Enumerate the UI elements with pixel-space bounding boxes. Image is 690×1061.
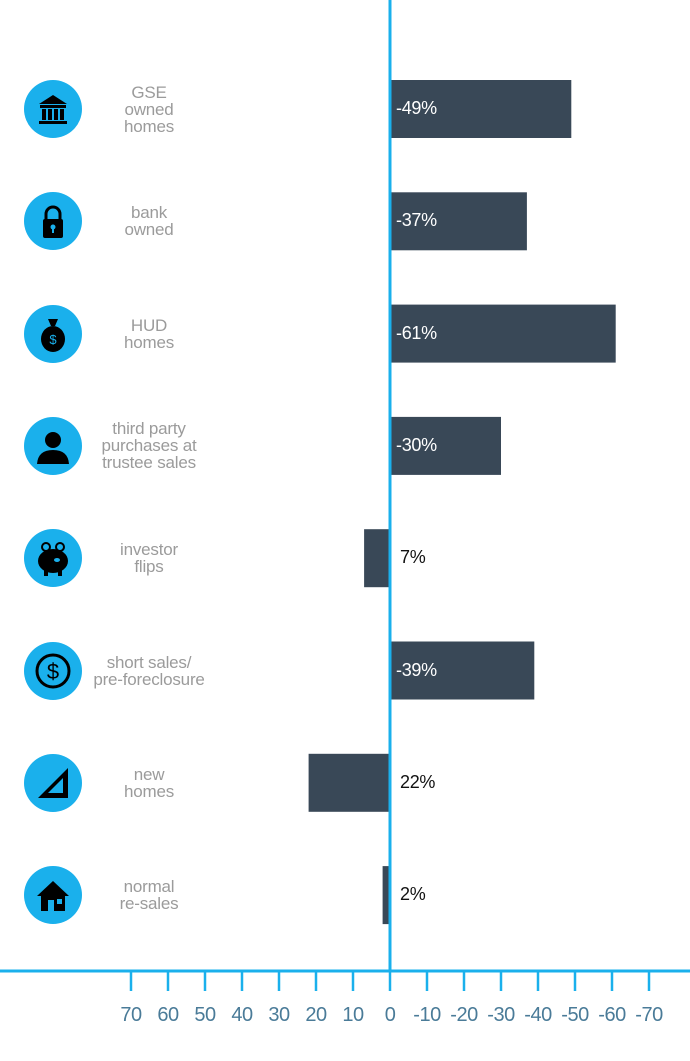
category-label-2: bank owned <box>124 203 174 240</box>
person-icon <box>24 416 82 475</box>
x-tick-label: 30 <box>268 1004 290 1026</box>
value-label-3: -61% <box>396 322 437 343</box>
money-bag-icon: $ <box>24 304 82 363</box>
x-tick-label: 20 <box>305 1004 327 1026</box>
svg-text:$: $ <box>49 332 57 347</box>
category-label-8: normal re-sales <box>119 877 179 914</box>
bar-6 <box>390 641 535 700</box>
x-tick-label: 40 <box>231 1004 253 1026</box>
x-tick-label: 60 <box>157 1004 179 1026</box>
value-label-8: 2% <box>400 884 426 905</box>
bar-7 <box>308 753 390 812</box>
x-tick-label: -30 <box>487 1004 515 1026</box>
x-tick-label: -60 <box>598 1004 626 1026</box>
category-label-7: new homes <box>123 764 175 801</box>
bar-1 <box>390 80 572 138</box>
dollar-coin-icon: $ <box>24 641 82 700</box>
x-tick-label: -40 <box>524 1004 552 1026</box>
category-label-4: third party purchases at trustee sales <box>101 419 197 473</box>
house-icon <box>24 866 82 925</box>
category-label-3: HUD homes <box>123 315 175 352</box>
value-label-7: 22% <box>400 771 436 792</box>
x-tick-label: -70 <box>635 1004 663 1026</box>
x-tick-label: 50 <box>194 1004 216 1026</box>
bar-2 <box>390 192 527 251</box>
bar-8 <box>382 866 390 925</box>
x-tick-label: -20 <box>450 1004 478 1026</box>
bar-3 <box>390 304 616 363</box>
bar-5 <box>364 529 390 588</box>
value-label-2: -37% <box>396 210 437 231</box>
set-square-icon <box>24 753 82 812</box>
category-label-6: short sales/ pre-foreclosure <box>93 652 205 689</box>
x-tick-label: 0 <box>384 1004 396 1026</box>
bar-4 <box>390 416 501 475</box>
padlock-icon <box>24 192 82 251</box>
category-label-1: GSE owned homes <box>123 82 175 136</box>
piggy-bank-icon <box>24 529 82 588</box>
value-label-1: -49% <box>396 98 437 118</box>
bank-building-icon <box>24 80 82 138</box>
x-tick-label: 70 <box>120 1004 142 1026</box>
svg-text:$: $ <box>47 659 59 684</box>
value-label-6: -39% <box>396 659 437 680</box>
value-label-5: 7% <box>400 547 426 568</box>
x-tick-label: -10 <box>413 1004 441 1026</box>
value-label-4: -30% <box>396 434 437 455</box>
x-tick-label: -50 <box>561 1004 589 1026</box>
category-label-5: investor flips <box>120 540 178 577</box>
x-tick-label: 10 <box>342 1004 364 1026</box>
